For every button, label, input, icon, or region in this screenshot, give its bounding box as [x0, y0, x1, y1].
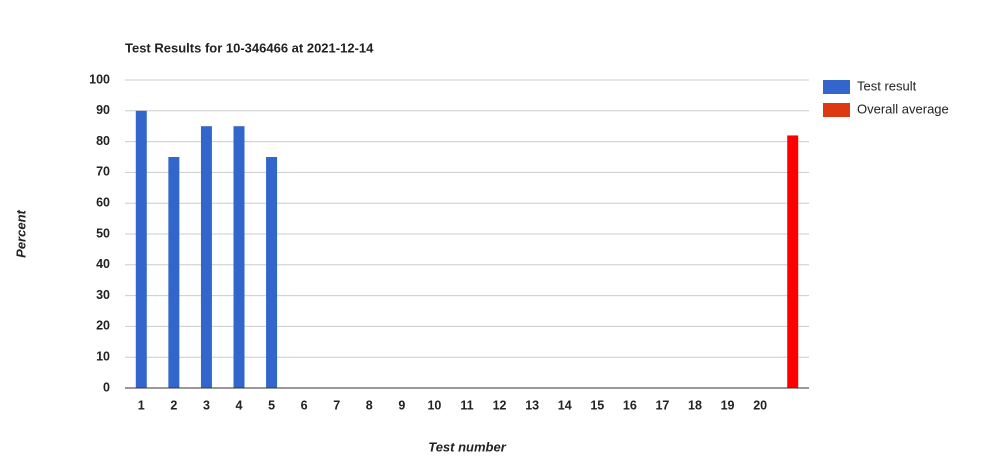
legend-label: Overall average [857, 101, 949, 116]
bar [135, 110, 147, 389]
x-tick-label: 10 [427, 398, 441, 412]
x-tick-label: 12 [493, 398, 507, 412]
y-axis-title: Percent [13, 209, 28, 257]
x-tick-label: 4 [236, 398, 243, 412]
x-tick-label: 3 [203, 398, 210, 412]
bar [787, 135, 799, 388]
x-tick-label: 18 [688, 398, 702, 412]
legend-swatch [823, 103, 850, 117]
y-tick-label: 70 [96, 165, 110, 179]
x-tick-label: 7 [333, 398, 340, 412]
x-tick-label: 13 [525, 398, 539, 412]
x-tick-label: 14 [558, 398, 572, 412]
y-tick-label: 30 [96, 288, 110, 302]
x-axis-title: Test number [428, 439, 506, 454]
x-tick-label: 15 [590, 398, 604, 412]
x-tick-label: 8 [366, 398, 373, 412]
bar [200, 126, 212, 388]
x-tick-label: 19 [721, 398, 735, 412]
y-tick-label: 40 [96, 257, 110, 271]
y-tick-label: 50 [96, 226, 110, 240]
x-tick-label: 5 [268, 398, 275, 412]
y-tick-label: 10 [96, 349, 110, 363]
x-tick-label: 16 [623, 398, 637, 412]
y-tick-label: 20 [96, 319, 110, 333]
x-tick-label: 20 [753, 398, 767, 412]
x-tick-label: 9 [398, 398, 405, 412]
x-tick-label: 11 [460, 398, 473, 412]
x-tick-label: 17 [655, 398, 669, 412]
chart-title: Test Results for 10-346466 at 2021-12-14 [125, 40, 374, 55]
bar [233, 126, 245, 388]
legend-swatch [823, 80, 850, 94]
y-tick-label: 90 [96, 103, 110, 117]
y-tick-label: 60 [96, 195, 110, 209]
y-tick-label: 0 [103, 380, 110, 394]
x-tick-label: 1 [138, 398, 145, 412]
legend-label: Test result [857, 78, 917, 93]
bar [266, 157, 278, 388]
x-tick-label: 2 [170, 398, 177, 412]
bar [168, 157, 180, 388]
y-tick-label: 100 [89, 72, 110, 86]
x-tick-label: 6 [301, 398, 308, 412]
y-tick-label: 80 [96, 134, 110, 148]
